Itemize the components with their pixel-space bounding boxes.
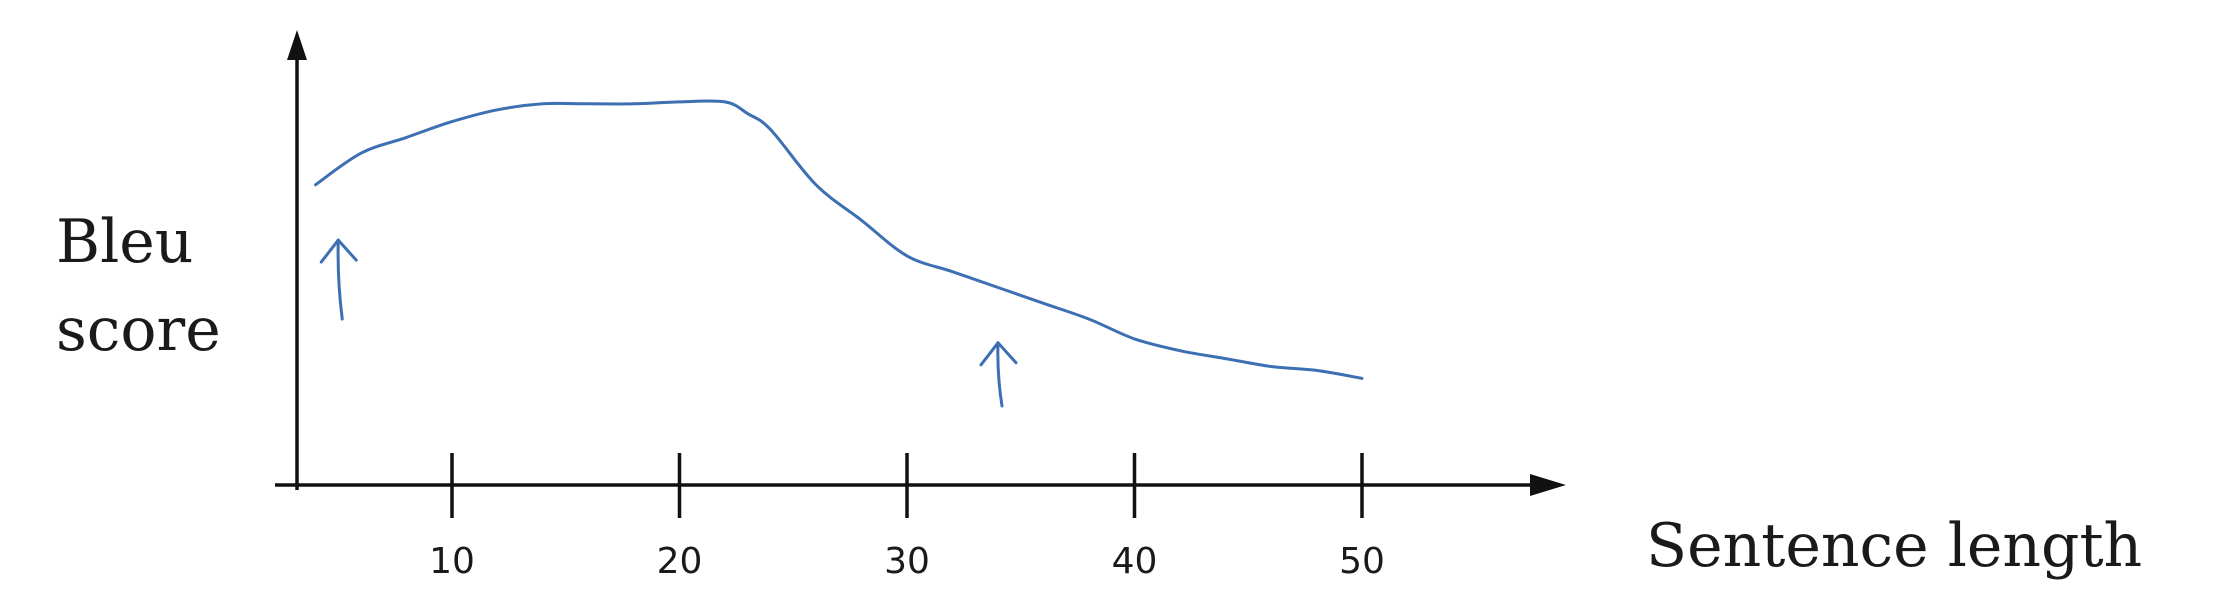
series-group (314, 99, 1364, 380)
annotation-arrow-head-0 (319, 238, 358, 264)
y-axis-label: Bleu score (56, 207, 221, 365)
series-line-0 (314, 99, 1364, 380)
annotations (319, 238, 1018, 408)
x-tick-label-10: 10 (429, 541, 475, 582)
annotation-arrow-head-1 (979, 341, 1018, 367)
x-tick-label-50: 50 (1339, 541, 1385, 582)
annotation-arrow-shaft-1 (996, 341, 1004, 408)
axes (275, 30, 1566, 496)
x-ticks: 10 20 30 40 50 (429, 453, 1385, 582)
x-tick-label-30: 30 (884, 541, 930, 582)
y-axis-arrowhead (287, 30, 307, 60)
x-axis-label: Sentence length (1646, 511, 2142, 581)
x-tick-label-40: 40 (1112, 541, 1158, 582)
x-tick-label-20: 20 (657, 541, 703, 582)
x-axis-arrowhead (1530, 474, 1566, 496)
y-axis-label-line-2: score (56, 295, 221, 365)
y-axis-label-line-1: Bleu (56, 207, 193, 277)
annotation-arrow-shaft-0 (336, 238, 344, 321)
